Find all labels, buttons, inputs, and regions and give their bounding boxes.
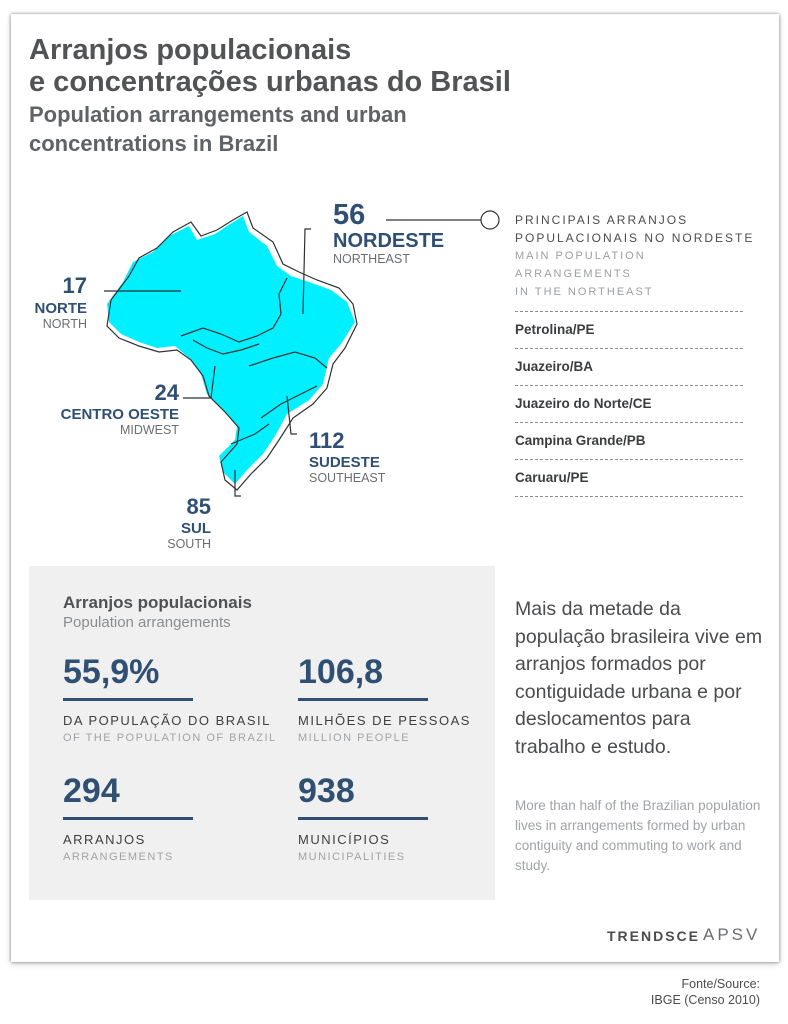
list-divider [515,385,743,386]
page-subtitle: Population arrangements and urban concen… [29,102,407,156]
map-fill [107,216,355,484]
stats-panel: Arranjos populacionais Population arrang… [29,566,495,900]
region-count-sudeste: 112 [309,428,345,453]
stat-arrangements: 294 ARRANJOS ARRANGEMENTS [63,773,193,863]
map-leader-lines [104,210,500,497]
region-name-nordeste: NORDESTE [333,230,445,252]
stat-label-en: OF THE POPULATION OF BRAZIL [63,732,277,744]
stat-value: 938 [298,772,355,810]
city-name: Caruaru/PE [515,470,589,485]
region-name-centro-oeste: CENTRO OESTE [60,406,179,423]
region-label-sul: 85 SUL SOUTH [11,494,211,552]
city-name: Campina Grande/PB [515,433,646,448]
description-en: More than half of the Brazilian populati… [515,798,761,873]
region-name-en-sudeste: SOUTHEAST [309,471,386,485]
region-count-sul: 85 [186,494,211,519]
region-name-en-norte: NORTH [42,317,87,331]
region-name-norte: NORTE [34,300,88,317]
city-list: Petrolina/PE Juazeiro/BA Juazeiro do Norte… [515,312,755,497]
stat-label-en: MILLION PEOPLE [298,732,411,744]
list-divider [515,422,743,423]
region-label-sudeste: 112 SUDESTE SOUTHEAST [309,428,385,486]
list-heading: PRINCIPAIS ARRANJOS POPULACIONAIS NO NOR… [515,213,755,245]
infographic-card: Arranjos populacionais e concentrações u… [11,14,779,962]
stat-underline [298,817,428,820]
region-name-sudeste: SUDESTE [309,454,380,471]
region-name-en-sul: SOUTH [167,537,211,551]
region-label-norte: 17 [11,273,87,299]
stat-value: 106,8 [298,653,384,691]
stat-label: MILHÕES DE PESSOAS [298,713,471,728]
city-name: Petrolina/PE [515,322,595,337]
stat-label: MUNICÍPIOS [298,832,391,847]
stat-label: ARRANJOS [63,832,146,847]
list-item: Petrolina/PE [515,312,755,349]
northeast-arrangements-list: PRINCIPAIS ARRANJOS POPULACIONAIS NO NOR… [515,211,755,497]
stat-value: 294 [63,772,120,810]
stat-underline [298,698,428,701]
list-divider [515,348,743,349]
region-name-en-centro-oeste: MIDWEST [119,423,179,437]
region-count-norte: 17 [62,273,87,298]
source-note: Fonte/Source: IBGE (Censo 2010) [650,977,760,1007]
region-label-nordeste: 56 NORDESTE NORTHEAST [333,200,444,267]
brand-logo-trendsce: TRENDSCE [607,928,701,944]
list-item: Campina Grande/PB [515,423,755,460]
page-title: Arranjos populacionais e concentrações u… [29,34,511,98]
map-outlines [106,211,358,491]
description-pt: Mais da metade da população brasileira v… [515,598,763,758]
region-count-nordeste: 56 [333,199,366,231]
list-item: Juazeiro/BA [515,349,755,386]
region-label-centro-oeste: 24 CENTRO OESTE MIDWEST [11,380,179,438]
brand-logo-apsv: APSV [703,925,761,944]
brazil-map [104,210,500,497]
stats-title: Arranjos populacionais [63,593,252,612]
stat-underline [63,817,193,820]
stat-population-share: 55,9% DA POPULAÇÃO DO BRASIL OF THE POPU… [63,654,277,744]
stat-million-people: 106,8 MILHÕES DE PESSOAS MILLION PEOPLE [298,654,471,744]
stat-label-en: ARRANGEMENTS [63,851,174,863]
stat-municipalities: 938 MUNICÍPIOS MUNICIPALITIES [298,773,428,863]
region-count-centro-oeste: 24 [154,380,179,405]
city-name: Juazeiro/BA [515,359,594,374]
stats-subtitle: Population arrangements [63,614,231,631]
stat-label-en: MUNICIPALITIES [298,851,406,863]
list-item: Caruaru/PE [515,460,755,497]
list-divider [515,459,743,460]
stat-value: 55,9% [63,653,160,691]
list-item: Juazeiro do Norte/CE [515,386,755,423]
region-name-sul: SUL [181,520,211,537]
region-name-en-nordeste: NORTHEAST [333,252,410,266]
region-label-norte-names: NORTE NORTH [11,300,88,332]
list-subheading: MAIN POPULATION ARRANGEMENTS IN THE NORT… [515,250,654,298]
stat-label: DA POPULAÇÃO DO BRASIL [63,713,271,728]
stat-underline [63,698,193,701]
city-name: Juazeiro do Norte/CE [515,396,652,411]
list-divider [515,311,743,312]
list-divider [515,496,743,497]
